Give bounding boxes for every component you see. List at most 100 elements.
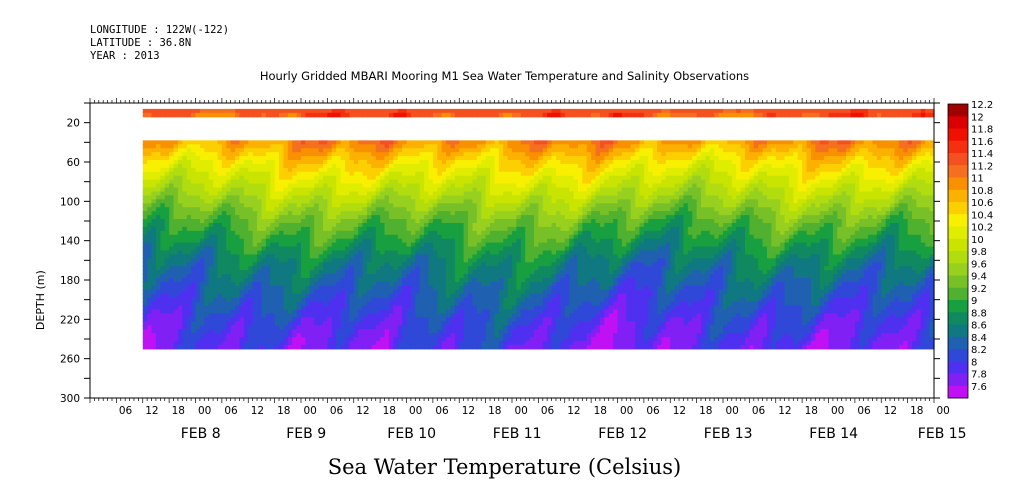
colorbar-label: 7.6: [971, 382, 987, 393]
colorbar-swatch: [948, 251, 968, 264]
x-date-label: FEB 9: [286, 426, 326, 442]
colorbar-label: 11.8: [971, 125, 993, 136]
colorbar-swatch: [948, 104, 968, 117]
x-hour-label: 12: [884, 405, 897, 417]
year-label: YEAR : 2013: [90, 50, 160, 62]
x-hour-label: 18: [488, 405, 501, 417]
colorbar-swatch: [948, 177, 968, 191]
longitude-label: LONGITUDE : 122W(-122): [90, 24, 230, 36]
colorbar-label: 12.2: [971, 100, 993, 111]
x-hour-label: 06: [857, 405, 871, 417]
colorbar-label: 10: [971, 235, 984, 246]
x-hour-label: 00: [831, 405, 844, 417]
colorbar-swatch: [948, 165, 968, 178]
x-hour-label: 12: [462, 405, 475, 417]
colorbar-swatch: [948, 263, 968, 276]
colorbar-swatch: [948, 287, 968, 301]
chart-title: Hourly Gridded MBARI Mooring M1 Sea Wate…: [259, 69, 750, 83]
temperature-field: [142, 108, 935, 350]
x-date-label: FEB 11: [493, 426, 542, 442]
x-date-label: FEB 13: [704, 426, 753, 442]
colorbar-swatch: [948, 336, 968, 350]
y-tick-label: 220: [60, 314, 80, 326]
colorbar-swatch: [948, 202, 968, 215]
x-hour-label: 06: [752, 405, 766, 417]
colorbar-label: 11: [971, 174, 984, 185]
x-axis: 06 12 18 00 06 12 18 00 06 12 18 00 06 12 18 00 06 12 18 00…: [89, 98, 967, 442]
y-axis-label: DEPTH (m): [34, 270, 47, 330]
colorbar-frame: [947, 103, 969, 399]
colorbar-swatch: [948, 214, 968, 227]
y-tick-label: 20: [67, 118, 80, 130]
x-hour-label: 00: [620, 405, 633, 417]
colorbar-label: 8.4: [971, 333, 987, 344]
colorbar-swatch: [948, 226, 968, 240]
y-tick-label: 260: [60, 354, 80, 366]
x-hour-label: 18: [383, 405, 396, 417]
x-hour-label: 06: [646, 405, 660, 417]
y-axis: 20 60 100 140 180 220 260 300 DEPTH (m): [34, 102, 940, 405]
colorbar-label: 12: [971, 112, 984, 123]
colorbar-variable-title: Sea Water Temperature (Celsius): [327, 455, 682, 479]
colorbar-label: 8.2: [971, 345, 987, 356]
x-hour-label: 06: [330, 405, 344, 417]
colorbar-swatch: [948, 361, 968, 374]
x-hour-label: 18: [699, 405, 712, 417]
colorbar-label: 9.4: [971, 272, 987, 283]
x-hour-label: 00: [937, 405, 950, 417]
colorbar-swatch: [948, 275, 968, 289]
x-hour-label: 12: [673, 405, 686, 417]
latitude-label: LATITUDE : 36.8N: [90, 37, 192, 49]
colorbar-label: 11.2: [971, 161, 993, 172]
x-date-label: FEB 10: [387, 426, 436, 442]
x-hour-label: 06: [119, 405, 133, 417]
colorbar-swatch: [948, 153, 968, 166]
colorbar-swatch: [948, 238, 968, 252]
x-hour-label: 06: [224, 405, 238, 417]
colorbar-label: 10.2: [971, 223, 993, 234]
x-hour-label: 06: [541, 405, 555, 417]
colorbar-swatch: [948, 300, 968, 313]
x-hour-label: 00: [409, 405, 422, 417]
colorbar-label: 10.6: [971, 198, 993, 209]
x-hour-label: 00: [726, 405, 739, 417]
colorbar-label: 8.8: [971, 308, 987, 319]
colorbar-label: 10.4: [971, 210, 993, 221]
colorbar-label: 11.6: [971, 137, 993, 148]
colorbar-swatch: [948, 116, 968, 129]
y-tick-label: 140: [60, 236, 80, 248]
y-tick-label: 300: [60, 393, 80, 405]
x-date-label: FEB 15: [918, 426, 967, 442]
colorbar-swatch: [948, 189, 968, 203]
x-date-label: FEB 14: [809, 426, 858, 442]
colorbar-label: 9: [971, 296, 977, 307]
colorbar-label: 8: [971, 357, 977, 368]
x-hour-label: 12: [778, 405, 791, 417]
x-hour-label: 18: [172, 405, 185, 417]
y-tick-label: 60: [67, 157, 80, 169]
colorbar-swatch: [948, 312, 968, 325]
colorbar-swatch: [948, 349, 968, 362]
x-hour-label: 12: [251, 405, 264, 417]
colorbar-swatch: [948, 385, 968, 399]
colorbar-swatch: [948, 373, 968, 387]
y-tick-label: 180: [60, 275, 80, 287]
colorbar-label: 9.6: [971, 259, 987, 270]
x-hour-label: 18: [594, 405, 607, 417]
x-date-label: FEB 8: [181, 426, 221, 442]
colorbar-label: 10.8: [971, 186, 993, 197]
x-hour-label: 18: [805, 405, 818, 417]
x-date-label: FEB 12: [598, 426, 647, 442]
x-hour-label: 18: [277, 405, 290, 417]
x-hour-label: 00: [304, 405, 317, 417]
colorbar-swatch: [948, 128, 968, 142]
colorbar-label: 7.8: [971, 370, 987, 381]
x-hour-label: 00: [515, 405, 528, 417]
x-hour-label: 12: [567, 405, 580, 417]
x-hour-label: 12: [356, 405, 369, 417]
colorbar-swatch: [948, 324, 968, 338]
colorbar-label: 9.2: [971, 284, 987, 295]
colorbar-label: 8.6: [971, 321, 987, 332]
